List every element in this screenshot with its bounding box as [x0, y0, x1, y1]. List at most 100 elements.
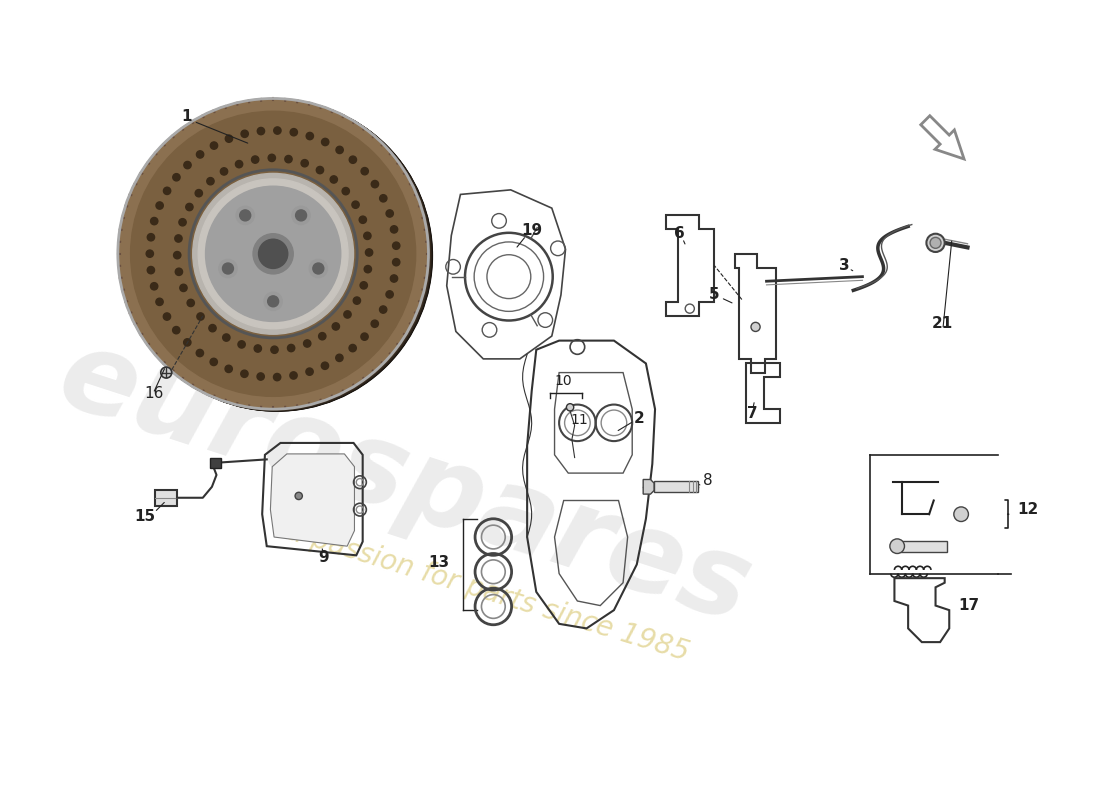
Circle shape: [223, 196, 231, 203]
Circle shape: [184, 338, 191, 346]
Text: 17: 17: [958, 598, 979, 613]
Circle shape: [330, 176, 338, 183]
Text: eurospares: eurospares: [46, 318, 766, 646]
Circle shape: [292, 206, 310, 225]
Circle shape: [309, 310, 316, 317]
Circle shape: [332, 322, 340, 330]
Circle shape: [236, 206, 254, 225]
Circle shape: [321, 362, 329, 370]
Circle shape: [118, 98, 429, 410]
Text: 10: 10: [554, 374, 572, 388]
Circle shape: [353, 297, 361, 304]
Text: 19: 19: [521, 223, 542, 238]
Circle shape: [151, 282, 157, 290]
Circle shape: [361, 333, 368, 340]
Circle shape: [195, 190, 202, 197]
Circle shape: [209, 325, 217, 332]
Circle shape: [175, 268, 183, 275]
Circle shape: [274, 127, 282, 134]
Circle shape: [371, 320, 378, 327]
Circle shape: [262, 321, 268, 328]
Circle shape: [390, 275, 397, 282]
Circle shape: [253, 181, 261, 188]
Circle shape: [386, 290, 394, 298]
Circle shape: [197, 150, 204, 158]
Circle shape: [120, 99, 430, 410]
Circle shape: [151, 218, 158, 225]
Text: 12: 12: [1018, 502, 1040, 517]
Circle shape: [334, 222, 342, 229]
Circle shape: [120, 99, 430, 410]
Circle shape: [197, 313, 205, 320]
Circle shape: [294, 317, 301, 324]
Circle shape: [336, 146, 343, 154]
Circle shape: [121, 100, 431, 410]
Circle shape: [174, 251, 180, 259]
Circle shape: [364, 266, 372, 273]
Circle shape: [164, 187, 170, 194]
Circle shape: [192, 174, 353, 334]
Text: a passion for parts since 1985: a passion for parts since 1985: [283, 517, 693, 666]
Bar: [898, 541, 947, 552]
Circle shape: [241, 370, 249, 378]
Circle shape: [319, 333, 326, 340]
Circle shape: [121, 100, 432, 410]
Text: 1: 1: [182, 110, 191, 124]
Circle shape: [257, 127, 265, 134]
Bar: [155, 490, 177, 506]
Circle shape: [131, 111, 416, 396]
Circle shape: [179, 284, 187, 291]
Circle shape: [344, 310, 351, 318]
Text: 16: 16: [145, 386, 164, 401]
Circle shape: [360, 216, 366, 223]
Circle shape: [238, 341, 245, 348]
Circle shape: [309, 259, 328, 278]
Text: 7: 7: [748, 406, 758, 422]
Circle shape: [245, 317, 253, 325]
Polygon shape: [644, 479, 654, 494]
Circle shape: [258, 239, 288, 269]
Circle shape: [327, 207, 334, 214]
Circle shape: [187, 299, 195, 306]
Circle shape: [241, 130, 249, 138]
Circle shape: [208, 286, 216, 294]
Circle shape: [146, 250, 154, 258]
Circle shape: [301, 159, 308, 167]
Circle shape: [156, 202, 163, 209]
Circle shape: [296, 210, 307, 221]
Circle shape: [954, 507, 968, 522]
Circle shape: [379, 194, 387, 202]
Circle shape: [340, 238, 346, 245]
Circle shape: [751, 322, 760, 331]
Circle shape: [219, 259, 238, 278]
Circle shape: [364, 232, 371, 239]
Circle shape: [360, 282, 367, 289]
Circle shape: [890, 539, 904, 554]
Circle shape: [199, 238, 207, 246]
Polygon shape: [271, 454, 354, 546]
Circle shape: [254, 345, 262, 352]
Circle shape: [186, 203, 194, 210]
Circle shape: [270, 179, 276, 186]
Circle shape: [317, 166, 323, 174]
Text: 8: 8: [703, 473, 712, 488]
Circle shape: [184, 162, 191, 169]
Circle shape: [393, 258, 400, 266]
Circle shape: [119, 99, 429, 410]
Circle shape: [338, 270, 345, 278]
Circle shape: [147, 234, 155, 241]
Circle shape: [274, 374, 280, 381]
Text: 2: 2: [634, 410, 645, 426]
Circle shape: [341, 254, 348, 262]
Circle shape: [287, 344, 295, 352]
Circle shape: [301, 186, 309, 194]
Circle shape: [566, 404, 574, 411]
Text: 11: 11: [570, 413, 589, 427]
Circle shape: [312, 263, 323, 274]
Circle shape: [352, 201, 360, 208]
Circle shape: [386, 210, 394, 217]
Text: 15: 15: [134, 510, 156, 525]
Circle shape: [212, 208, 220, 215]
Circle shape: [163, 313, 170, 320]
Circle shape: [210, 142, 218, 150]
